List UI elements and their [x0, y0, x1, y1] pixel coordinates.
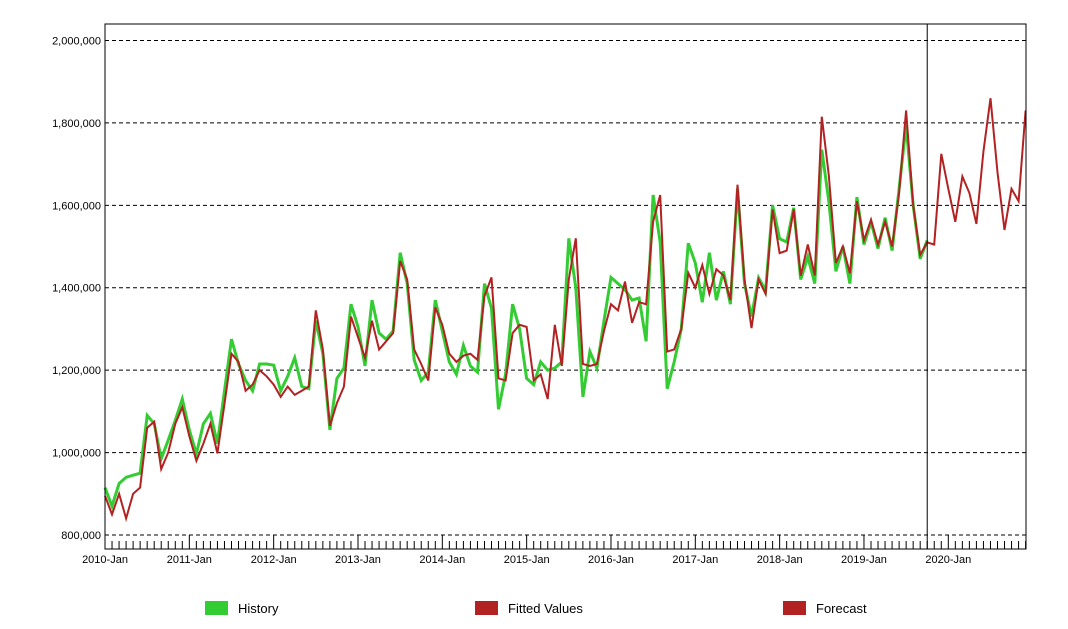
legend: History Fitted Values Forecast: [205, 601, 867, 616]
legend-item-forecast: Forecast: [783, 601, 867, 616]
x-axis-label: 2016-Jan: [588, 554, 634, 566]
x-axis-label: 2011-Jan: [167, 554, 212, 566]
x-axis-label: 2020-Jan: [925, 554, 971, 566]
y-axis-labels: 2,000,000 1,800,000 1,600,000 1,400,000 1,20…: [52, 35, 101, 542]
x-axis-labels: 2010-Jan 2011-Jan 2012-Jan 2013-Jan 2014-Jan…: [82, 554, 971, 566]
x-axis-label: 2010-Jan: [82, 554, 128, 566]
y-axis-label: 1,600,000: [52, 200, 101, 212]
forecast-swatch: [783, 601, 806, 615]
forecast-line: [926, 98, 1027, 246]
legend-item-fitted-values: Fitted Values: [475, 601, 583, 616]
legend-label-forecast: Forecast: [816, 601, 867, 616]
y-axis-label: 2,000,000: [52, 35, 101, 47]
x-axis-label: 2012-Jan: [251, 554, 297, 566]
y-axis-label: 800,000: [61, 530, 101, 542]
y-axis-label: 1,000,000: [52, 448, 101, 460]
x-axis-label: 2017-Jan: [672, 554, 718, 566]
x-axis-label: 2013-Jan: [335, 554, 381, 566]
fitted-values-line: [104, 110, 929, 523]
legend-item-history: History: [205, 601, 279, 616]
x-axis-ticks: [104, 534, 1027, 549]
history-line: [103, 124, 929, 511]
y-axis-label: 1,200,000: [52, 365, 101, 377]
series-lines: [103, 98, 1027, 523]
x-axis-label: 2019-Jan: [841, 554, 887, 566]
y-axis-label: 1,400,000: [52, 283, 101, 295]
x-axis-label: 2014-Jan: [419, 554, 465, 566]
x-axis-label: 2018-Jan: [757, 554, 803, 566]
plot-border: [104, 23, 1027, 550]
x-axis-label: 2015-Jan: [504, 554, 550, 566]
legend-label-fitted-values: Fitted Values: [508, 601, 583, 616]
legend-label-history: History: [238, 601, 279, 616]
fitted-values-swatch: [475, 601, 498, 615]
history-swatch: [205, 601, 228, 615]
y-axis-label: 1,800,000: [52, 118, 101, 130]
